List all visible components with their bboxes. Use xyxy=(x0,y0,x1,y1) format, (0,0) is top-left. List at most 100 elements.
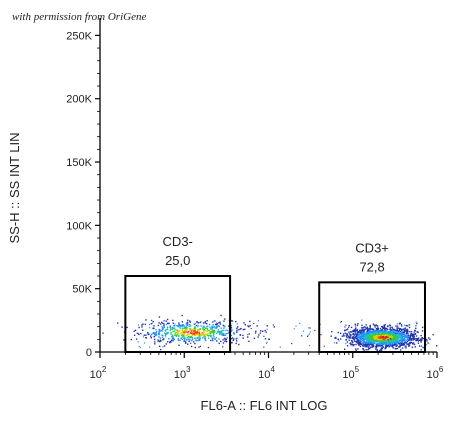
event-dot xyxy=(370,341,372,344)
event-dot xyxy=(150,323,153,325)
event-dot xyxy=(102,332,104,334)
event-dot xyxy=(172,338,175,340)
y-axis-ticks: 0 50K 100K 150K 200K 250K xyxy=(66,30,100,359)
event-dot xyxy=(388,332,390,334)
event-dot xyxy=(380,330,382,332)
event-dot xyxy=(380,326,383,328)
event-dot xyxy=(203,325,205,327)
event-dot xyxy=(389,343,392,345)
event-dot xyxy=(350,331,352,333)
event-dot xyxy=(214,338,216,340)
event-dot xyxy=(178,344,180,346)
event-dot xyxy=(382,331,384,333)
event-dot xyxy=(348,326,350,328)
event-dot xyxy=(339,332,342,334)
dot-cloud xyxy=(102,314,438,352)
event-dot xyxy=(155,333,157,335)
event-dot xyxy=(194,329,197,331)
event-dot xyxy=(213,325,215,328)
event-dot xyxy=(414,346,416,348)
event-dot xyxy=(355,341,357,343)
event-dot xyxy=(404,346,406,348)
event-dot xyxy=(401,340,403,342)
event-dot xyxy=(183,337,185,340)
event-dot xyxy=(384,328,386,330)
event-dot xyxy=(140,332,142,335)
event-dot xyxy=(385,337,387,339)
event-dot xyxy=(181,325,183,327)
event-dot xyxy=(396,342,398,344)
event-dot xyxy=(133,330,135,332)
event-dot xyxy=(372,343,374,345)
event-dot xyxy=(181,324,184,326)
event-dot xyxy=(427,342,429,344)
event-dot xyxy=(375,340,377,342)
event-dot xyxy=(163,325,165,327)
event-dot xyxy=(355,329,357,332)
event-dot xyxy=(389,329,391,331)
event-dot xyxy=(215,323,217,326)
event-dot xyxy=(398,329,401,331)
event-dot xyxy=(353,330,355,332)
event-dot xyxy=(416,322,418,325)
event-dot xyxy=(181,327,183,329)
event-dot xyxy=(155,332,157,334)
event-dot xyxy=(212,321,214,323)
event-dot xyxy=(388,338,391,340)
event-dot xyxy=(353,337,355,340)
event-dot xyxy=(345,335,348,337)
event-dot xyxy=(370,336,373,338)
event-dot xyxy=(403,344,406,346)
event-dot xyxy=(394,330,396,332)
event-dot xyxy=(354,325,357,327)
event-dot xyxy=(183,326,186,328)
event-dot xyxy=(397,330,399,332)
event-dot xyxy=(197,329,199,331)
event-dot xyxy=(404,335,407,337)
event-dot xyxy=(345,343,347,345)
event-dot xyxy=(357,339,359,341)
event-dot xyxy=(368,348,370,350)
event-dot xyxy=(360,341,362,343)
event-dot xyxy=(372,344,374,346)
event-dot xyxy=(386,328,389,331)
event-dot xyxy=(399,346,401,348)
event-dot xyxy=(187,323,189,325)
event-dot xyxy=(170,339,173,341)
event-dot xyxy=(344,348,346,350)
event-dot xyxy=(210,339,212,342)
event-dot xyxy=(378,341,381,343)
event-dot xyxy=(399,333,401,335)
gates: CD3- 25,0 CD3+ 72,8 xyxy=(124,234,426,353)
event-dot xyxy=(203,326,205,328)
event-dot xyxy=(189,332,192,334)
event-dot xyxy=(169,341,171,344)
event-dot xyxy=(200,321,202,323)
event-dot xyxy=(395,348,397,350)
event-dot xyxy=(236,327,238,329)
event-dot xyxy=(224,340,226,342)
event-dot xyxy=(169,326,171,328)
event-dot xyxy=(224,337,226,340)
event-dot xyxy=(365,338,367,340)
event-dot xyxy=(358,333,360,336)
event-dot xyxy=(192,332,194,334)
event-dot xyxy=(378,332,380,334)
event-dot xyxy=(361,337,363,339)
event-dot xyxy=(184,330,187,332)
event-dot xyxy=(413,335,415,338)
event-dot xyxy=(187,330,190,333)
event-dot xyxy=(354,328,356,330)
event-dot xyxy=(187,333,189,335)
event-dot xyxy=(367,344,369,347)
event-dot xyxy=(393,336,396,339)
event-dot xyxy=(200,334,202,336)
event-dot xyxy=(379,330,381,332)
event-dot xyxy=(396,347,399,350)
event-dot xyxy=(375,324,377,326)
event-dot xyxy=(150,337,152,339)
event-dot xyxy=(380,335,382,338)
event-dot xyxy=(386,332,388,334)
event-dot xyxy=(357,323,359,325)
event-dot xyxy=(407,338,409,341)
